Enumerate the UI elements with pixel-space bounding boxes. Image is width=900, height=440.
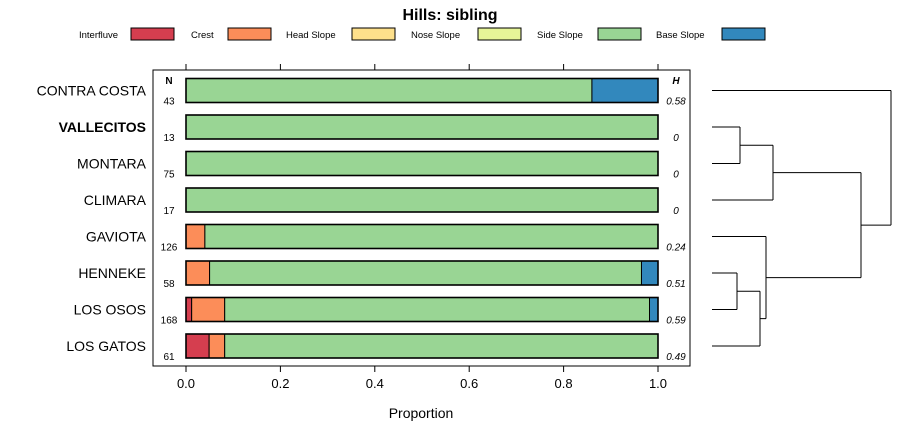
bar-segment-los-osos-base-slope	[649, 297, 659, 322]
top-axis-ticks	[185, 64, 659, 70]
legend-label-side-slope: Side Slope	[537, 30, 583, 41]
h-value-henneke: 0.51	[666, 279, 685, 290]
bar-row-los-gatos	[185, 333, 659, 359]
bar-segment-los-osos-side-slope	[224, 297, 651, 322]
bar-segment-gaviota-crest	[185, 224, 206, 249]
x-tick-label-5: 1.0	[649, 376, 667, 391]
legend-swatch-side-slope	[597, 27, 642, 41]
row-label-los-osos: LOS OSOS	[74, 302, 146, 318]
dendrogram	[712, 90, 892, 347]
row-labels: CONTRA COSTA VALLECITOS MONTARA CLIMARA GAVI…	[37, 83, 147, 355]
n-value-los-osos: 168	[161, 316, 178, 327]
n-value-montara: 75	[163, 170, 175, 181]
row-label-contra-costa: CONTRA COSTA	[37, 83, 147, 99]
bar-segment-henneke-side-slope	[209, 260, 642, 286]
legend-swatch-crest	[227, 27, 272, 41]
x-tick-label-2: 0.4	[366, 376, 384, 391]
chart-title: Hills: sibling	[402, 7, 497, 24]
n-value-henneke: 58	[163, 279, 175, 290]
bar-outline-los-gatos	[185, 333, 659, 359]
x-tick-label-1: 0.2	[271, 376, 289, 391]
legend-label-head-slope: Head Slope	[286, 30, 336, 41]
row-label-henneke: HENNEKE	[78, 265, 146, 281]
bar-row-vallecitos	[185, 114, 659, 140]
h-value-contra-costa: 0.58	[666, 97, 686, 108]
x-tick-label-3: 0.6	[460, 376, 478, 391]
row-label-montara: MONTARA	[77, 156, 147, 172]
h-values: 0.58 0 0 0 0.24 0.51 0.59 0.49	[666, 97, 686, 364]
bar-row-gaviota	[185, 223, 659, 250]
bar-row-contra-costa	[185, 77, 659, 104]
legend-swatch-head-slope	[351, 27, 396, 41]
bar-segment-gaviota-side-slope	[204, 224, 659, 249]
bars-layer	[185, 77, 659, 359]
legend-label-interfluve: Interfluve	[79, 30, 118, 41]
bar-segment-los-osos-interfluve	[185, 297, 193, 322]
bar-segment-contra-costa-side-slope	[185, 78, 593, 103]
bar-outline-montara	[185, 150, 659, 177]
bar-outline-los-osos	[185, 296, 659, 323]
legend-swatch-nose-slope	[477, 27, 522, 41]
h-value-los-osos: 0.59	[666, 316, 686, 327]
row-label-los-gatos: LOS GATOS	[66, 338, 146, 354]
h-value-vallecitos: 0	[673, 133, 679, 144]
bar-segment-vallecitos-side-slope	[185, 114, 659, 140]
bar-outline-gaviota	[185, 223, 659, 250]
h-value-los-gatos: 0.49	[666, 352, 686, 363]
n-value-gaviota: 126	[161, 243, 178, 254]
x-tick-label-0: 0.0	[177, 376, 195, 391]
h-column-header: H	[672, 76, 680, 87]
x-tick-label-4: 0.8	[555, 376, 573, 391]
h-value-gaviota: 0.24	[666, 243, 686, 254]
x-axis: 0.0 0.2 0.4 0.6 0.8 1.0	[177, 366, 667, 391]
bar-segment-los-gatos-crest	[208, 333, 226, 359]
bar-row-henneke	[185, 260, 659, 286]
n-value-contra-costa: 43	[163, 97, 175, 108]
bar-outline-henneke	[185, 260, 659, 286]
bar-segment-los-gatos-interfluve	[185, 333, 210, 359]
legend-swatch-base-slope	[721, 27, 766, 41]
bar-segment-montara-side-slope	[185, 151, 659, 176]
bar-row-montara	[185, 150, 659, 177]
plot-panel-frame	[152, 69, 691, 367]
legend: Interfluve Crest Head Slope Nose Slope Side …	[79, 27, 766, 41]
h-value-climara: 0	[673, 206, 679, 217]
n-column-header: N	[165, 76, 172, 87]
bar-segment-henneke-base-slope	[640, 260, 659, 286]
bar-row-climara	[185, 187, 659, 213]
row-label-vallecitos: VALLECITOS	[59, 119, 146, 135]
legend-label-crest: Crest	[191, 30, 214, 41]
bar-outline-vallecitos	[185, 114, 659, 140]
bar-outline-contra-costa	[185, 77, 659, 104]
n-values: 43 13 75 17 126 58 168 61	[161, 97, 178, 364]
bar-segment-climara-side-slope	[185, 187, 659, 213]
bar-row-los-osos	[185, 296, 659, 323]
n-value-climara: 17	[163, 206, 175, 217]
legend-swatch-interfluve	[130, 27, 175, 41]
bar-segment-los-gatos-side-slope	[224, 333, 659, 359]
row-label-gaviota: GAVIOTA	[86, 229, 147, 245]
row-label-climara: CLIMARA	[84, 192, 147, 208]
bar-segment-contra-costa-base-slope	[591, 78, 659, 103]
x-axis-label: Proportion	[389, 405, 454, 421]
bar-outline-climara	[185, 187, 659, 213]
legend-label-nose-slope: Nose Slope	[411, 30, 460, 41]
h-value-montara: 0	[673, 170, 679, 181]
bar-segment-henneke-crest	[185, 260, 211, 286]
bar-segment-los-osos-crest	[191, 297, 226, 322]
n-value-vallecitos: 13	[163, 133, 175, 144]
n-value-los-gatos: 61	[163, 352, 175, 363]
legend-label-base-slope: Base Slope	[656, 30, 705, 41]
